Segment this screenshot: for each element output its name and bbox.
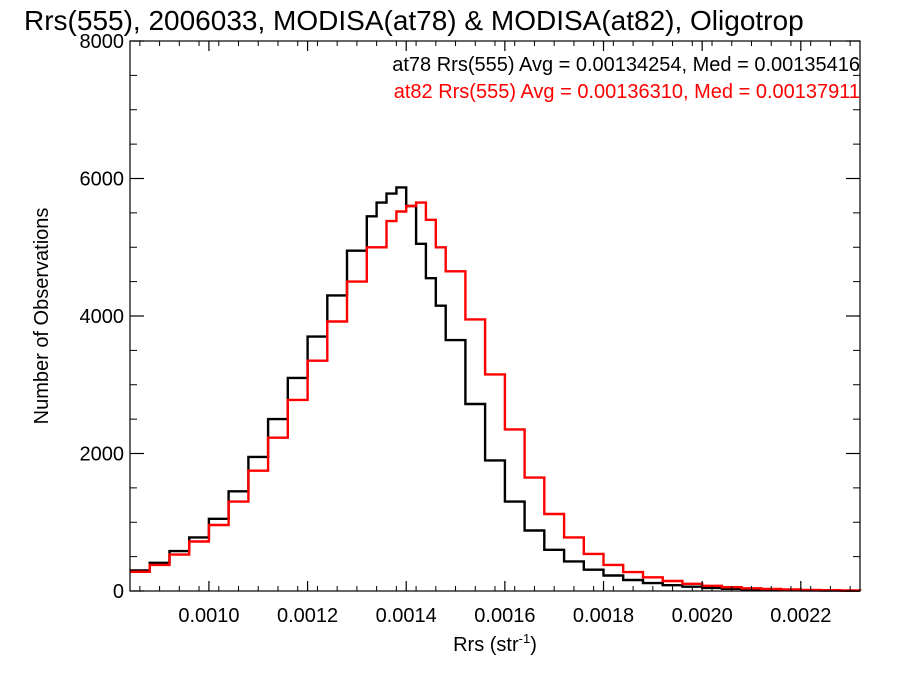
y-tick-label: 2000 [80, 444, 125, 466]
series-annotation-at82: at82 Rrs(555) Avg = 0.00136310, Med = 0.… [394, 81, 860, 103]
series-line-at82 [130, 201, 862, 592]
x-tick-label: 0.0020 [672, 605, 733, 627]
plot-area: 0.0010 0.0012 0.0014 0.0016 0.0018 0.0020 0.00… [80, 31, 862, 627]
y-axis-label: Number of Observations [31, 208, 53, 425]
x-axis-label: Rrs (str-1) [453, 631, 537, 656]
series-annotation-at78: at78 Rrs(555) Avg = 0.00134254, Med = 0.… [392, 54, 860, 76]
x-axis: 0.0010 0.0012 0.0014 0.0016 0.0018 0.0020 0.00… [139, 41, 851, 627]
x-axis-label-text: Rrs (str [453, 634, 519, 656]
plot-frame [129, 40, 861, 592]
series-layer [130, 186, 862, 592]
y-tick-label: 8000 [80, 31, 125, 53]
y-tick-label: 0 [113, 581, 124, 603]
y-tick-label: 6000 [80, 169, 125, 191]
x-tick-label: 0.0010 [178, 605, 239, 627]
x-axis-label-close: ) [530, 634, 537, 656]
x-tick-label: 0.0018 [573, 605, 634, 627]
y-axis: 0 2000 4000 6000 8000 [80, 31, 860, 603]
y-tick-label: 4000 [80, 306, 125, 328]
x-tick-label: 0.0014 [376, 605, 437, 627]
chart-title: Rrs(555), 2006033, MODISA(at78) & MODISA… [24, 5, 804, 36]
x-tick-label: 0.0012 [277, 605, 338, 627]
x-axis-label-superscript: -1 [519, 631, 531, 646]
series-line-at78 [130, 186, 862, 592]
x-tick-label: 0.0022 [770, 605, 831, 627]
x-tick-label: 0.0016 [474, 605, 535, 627]
